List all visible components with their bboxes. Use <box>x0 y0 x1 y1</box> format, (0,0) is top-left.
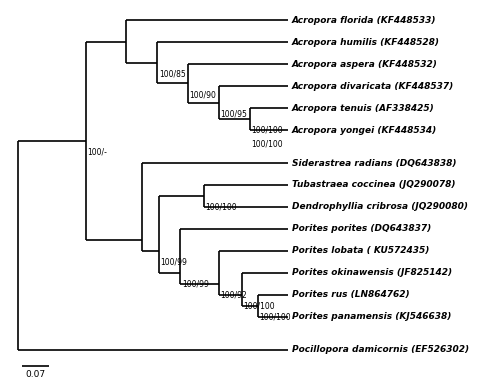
Text: Porites lobata ( KU572435): Porites lobata ( KU572435) <box>292 246 429 255</box>
Text: Dendrophyllia cribrosa (JQ290080): Dendrophyllia cribrosa (JQ290080) <box>292 202 468 212</box>
Text: Tubastraea coccinea (JQ290078): Tubastraea coccinea (JQ290078) <box>292 180 455 189</box>
Text: Acropora divaricata (KF448537): Acropora divaricata (KF448537) <box>292 82 454 91</box>
Text: 100/90: 100/90 <box>190 90 216 99</box>
Text: Acropora aspera (KF448532): Acropora aspera (KF448532) <box>292 60 438 69</box>
Text: Porites porites (DQ643837): Porites porites (DQ643837) <box>292 224 431 233</box>
Text: 100/99: 100/99 <box>160 257 188 266</box>
Text: Porites panamensis (KJ546638): Porites panamensis (KJ546638) <box>292 312 451 321</box>
Text: Pocillopora damicornis (EF526302): Pocillopora damicornis (EF526302) <box>292 345 469 354</box>
Text: 100/100: 100/100 <box>244 301 276 310</box>
Text: Acropora yongei (KF448534): Acropora yongei (KF448534) <box>292 126 437 134</box>
Text: 100/100: 100/100 <box>252 126 283 135</box>
Text: Siderastrea radians (DQ643838): Siderastrea radians (DQ643838) <box>292 159 456 167</box>
Text: 100/85: 100/85 <box>158 70 186 78</box>
Text: 100/100: 100/100 <box>259 312 290 321</box>
Text: Porites rus (LN864762): Porites rus (LN864762) <box>292 290 409 299</box>
Text: 100/92: 100/92 <box>220 290 248 299</box>
Text: Porites okinawensis (JF825142): Porites okinawensis (JF825142) <box>292 268 452 277</box>
Text: Acropora tenuis (AF338425): Acropora tenuis (AF338425) <box>292 104 434 113</box>
Text: Acropora humilis (KF448528): Acropora humilis (KF448528) <box>292 38 440 47</box>
Text: 100/100: 100/100 <box>205 202 236 212</box>
Text: 100/-: 100/- <box>88 147 107 156</box>
Text: 100/99: 100/99 <box>182 279 209 288</box>
Text: 100/100: 100/100 <box>252 140 283 149</box>
Text: Acropora florida (KF448533): Acropora florida (KF448533) <box>292 16 436 25</box>
Text: 0.07: 0.07 <box>26 370 46 379</box>
Text: 100/95: 100/95 <box>220 109 248 118</box>
